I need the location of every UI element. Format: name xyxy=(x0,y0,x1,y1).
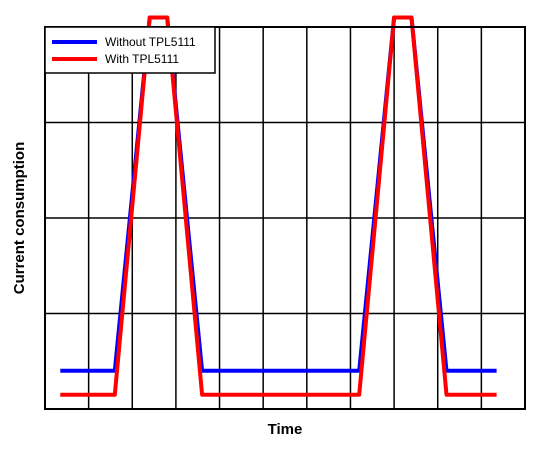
legend-box xyxy=(44,26,216,74)
grid-lines xyxy=(44,26,526,410)
plot-border xyxy=(44,26,526,410)
y-axis-label: Current consumption xyxy=(11,142,28,295)
series-lines xyxy=(60,15,497,397)
series-line-with-tpl5111 xyxy=(60,15,497,397)
legend: Without TPL5111 With TPL5111 xyxy=(44,26,216,74)
legend-label-with-tpl5111: With TPL5111 xyxy=(105,52,179,66)
legend-label-without-tpl5111: Without TPL5111 xyxy=(105,35,196,49)
x-axis-label: Time xyxy=(268,421,303,438)
